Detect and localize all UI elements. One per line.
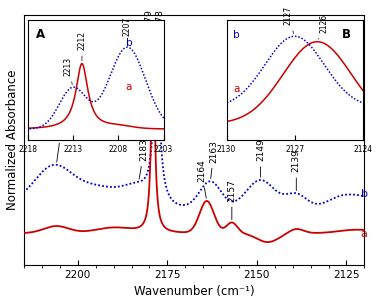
Text: 2178: 2178: [156, 9, 165, 43]
Text: 2157: 2157: [227, 179, 236, 220]
Text: 2163: 2163: [209, 140, 218, 178]
Text: b: b: [361, 189, 368, 199]
Y-axis label: Normalized Absorbance: Normalized Absorbance: [6, 70, 19, 210]
Text: a: a: [361, 229, 368, 239]
Text: 2206: 2206: [57, 115, 66, 162]
Text: 2149: 2149: [256, 139, 265, 177]
Text: 2164: 2164: [197, 160, 206, 198]
Text: 2139: 2139: [292, 150, 301, 191]
Text: 2179: 2179: [144, 9, 153, 43]
X-axis label: Wavenumber (cm⁻¹): Wavenumber (cm⁻¹): [134, 285, 254, 299]
Text: 2183: 2183: [139, 138, 149, 179]
